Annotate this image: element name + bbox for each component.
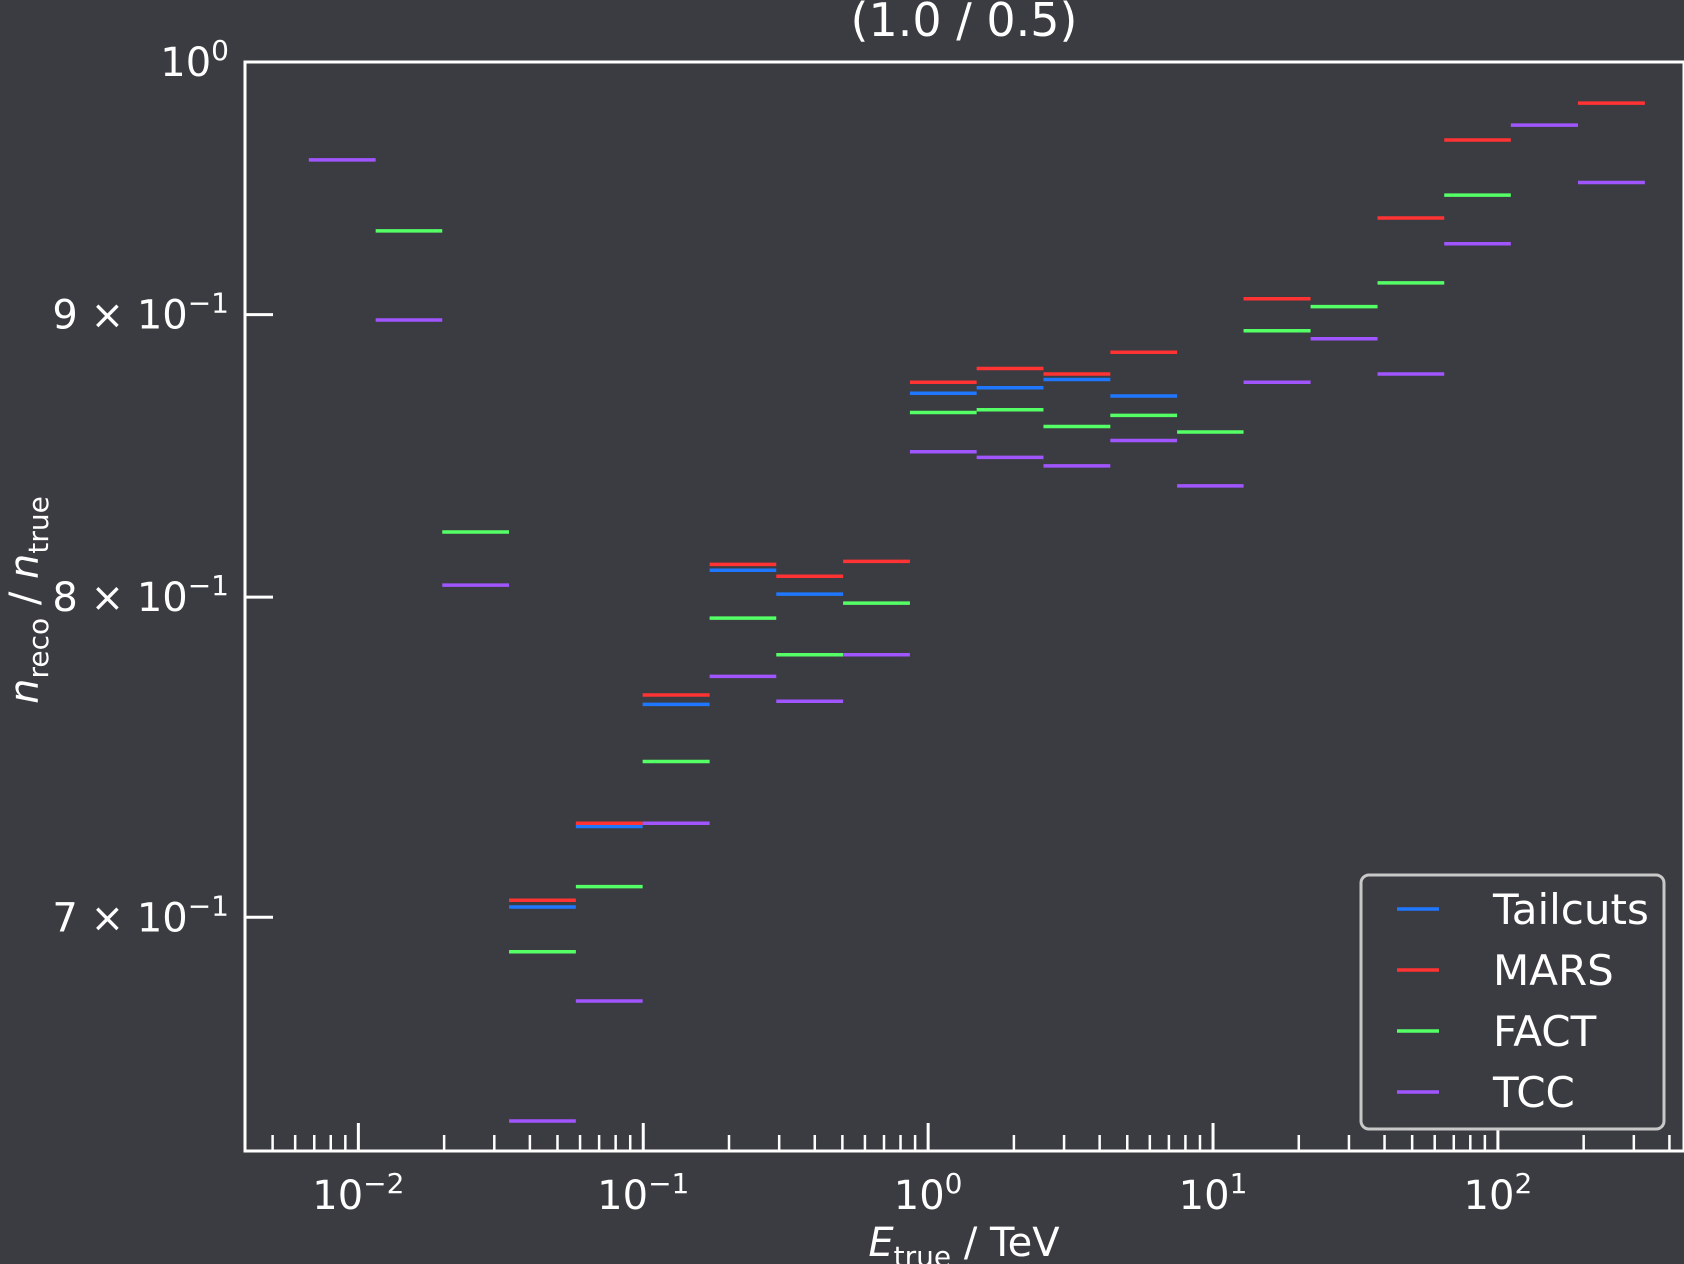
legend-label-tcc: TCC [1492, 1068, 1575, 1117]
x-tick-label: 10−1 [597, 1167, 689, 1219]
y-tick-label: 8 × 10−1 [52, 569, 229, 621]
x-axis-label: Etrue / TeV [868, 1220, 1060, 1264]
legend-box [1359, 873, 1666, 1131]
tick-layer: 10−2 10−1 100 101 102 100 9 × 10−1 8 × 10−1 7 × … [52, 34, 1671, 1219]
y-axis-label-num: n [2, 679, 48, 704]
series-layer [308, 101, 1645, 1123]
x-axis-label-sub: true [894, 1240, 951, 1264]
x-axis-label-var: E [868, 1220, 894, 1264]
x-tick-label: 10−2 [312, 1167, 404, 1219]
y-axis-label-sep: / [2, 579, 48, 618]
y-tick-label: 7 × 10−1 [52, 889, 229, 941]
chart-title: (1.0 / 0.5) [851, 0, 1078, 47]
plot-frame [243, 60, 1684, 1153]
x-tick-label: 101 [1179, 1167, 1248, 1219]
legend-label-mars: MARS [1493, 946, 1614, 995]
x-axis-label-unit: / TeV [951, 1220, 1060, 1264]
y-tick-label: 100 [160, 34, 229, 86]
x-tick-label: 100 [894, 1167, 963, 1219]
legend-label-fact: FACT [1493, 1007, 1597, 1056]
legend: Tailcuts MARS FACT TCC [1359, 873, 1666, 1131]
y-axis-label: nreco / ntrue [2, 496, 55, 704]
legend-label-tailcuts: Tailcuts [1492, 885, 1649, 934]
y-tick-label: 9 × 10−1 [52, 287, 229, 339]
x-tick-label: 102 [1464, 1167, 1533, 1219]
y-axis-label-num-sub: reco [22, 618, 55, 679]
y-axis-label-den-sub: true [22, 496, 55, 553]
y-axis-label-den: n [2, 554, 48, 579]
